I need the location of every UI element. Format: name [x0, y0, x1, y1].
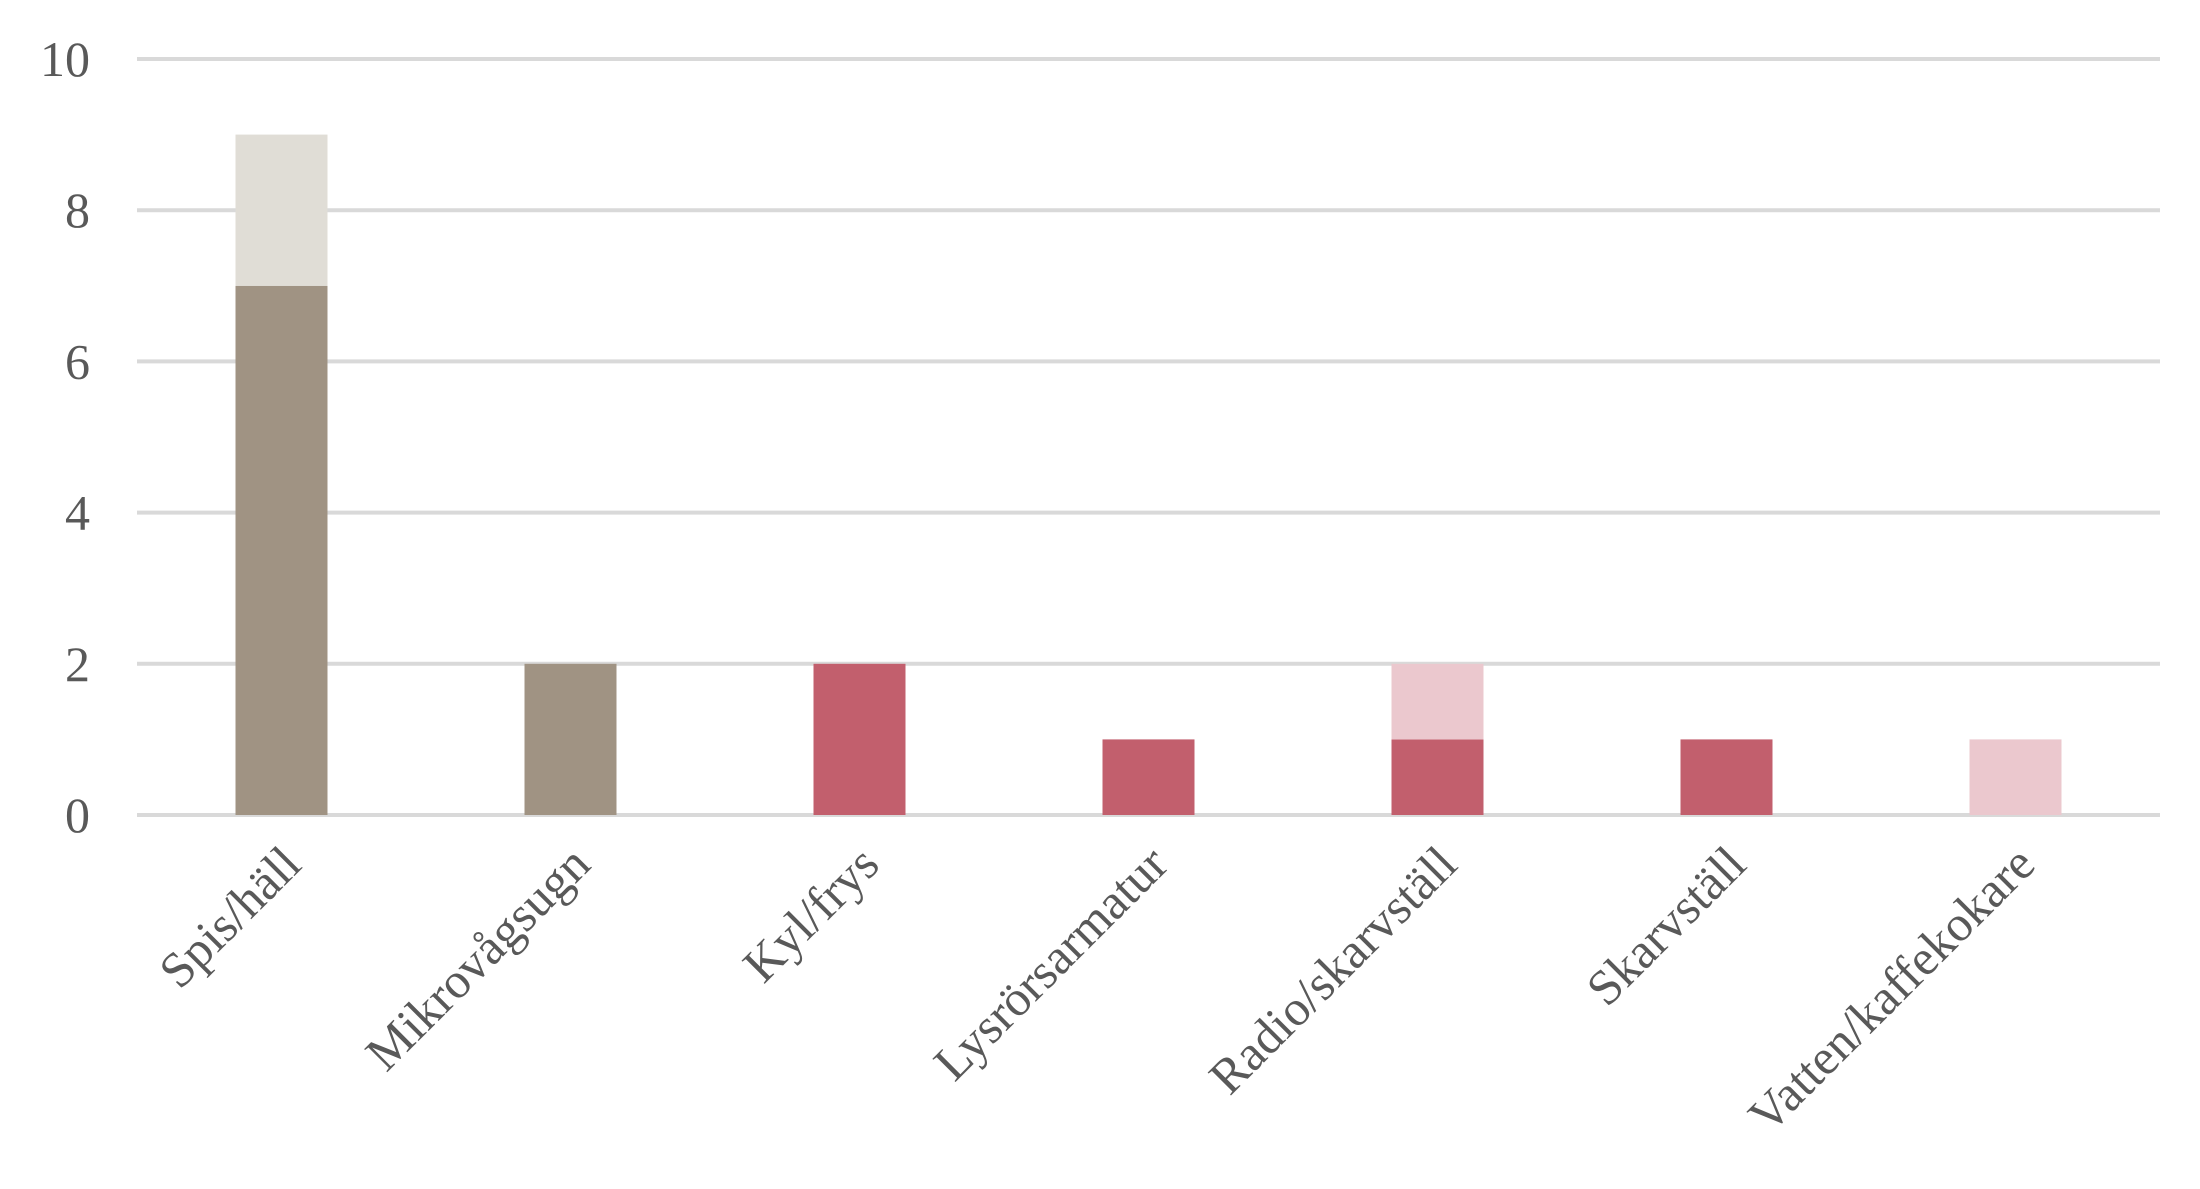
bar-segment: [235, 285, 328, 815]
bar-segment: [813, 663, 906, 815]
bar-segment: [235, 134, 328, 286]
y-tick-label: 8: [65, 182, 90, 238]
bar-layer: [235, 134, 2062, 815]
bar-segment: [1969, 739, 2062, 815]
bar-segment: [1102, 739, 1195, 815]
bar-segment: [524, 663, 617, 815]
y-tick-label: 10: [40, 31, 90, 87]
bar-segment: [1680, 739, 1773, 815]
x-category-label: Radio/skarvställ: [1198, 835, 1467, 1104]
x-category-label: Lysrörsarmatur: [923, 835, 1179, 1091]
y-axis-tick-labels: 0 2 4 6 8 10: [40, 31, 90, 843]
y-tick-label: 2: [65, 636, 90, 692]
x-axis-category-labels: Spis/häll Mikrovågsugn Kyl/frys Lysrörsarma…: [148, 835, 2045, 1143]
y-tick-label: 0: [65, 787, 90, 843]
bar-segment: [1391, 739, 1484, 815]
x-category-label: Mikrovågsugn: [354, 835, 600, 1081]
x-category-label: Vatten/kaffekokare: [1737, 835, 2045, 1143]
grid-layer: [137, 57, 2160, 817]
y-tick-label: 4: [65, 485, 90, 541]
x-category-label: Kyl/frys: [732, 835, 889, 992]
y-tick-label: 6: [65, 333, 90, 389]
x-category-label: Skarvställ: [1575, 835, 1756, 1016]
bar-segment: [1391, 663, 1484, 740]
x-category-label: Spis/häll: [148, 835, 311, 998]
